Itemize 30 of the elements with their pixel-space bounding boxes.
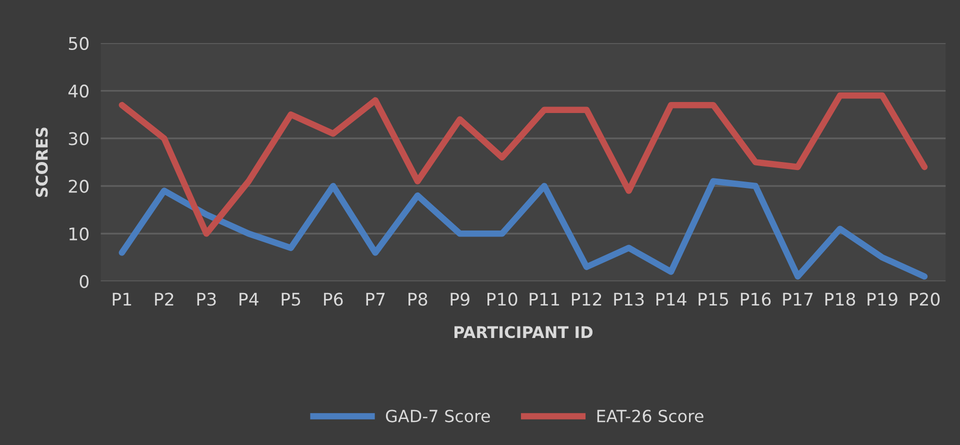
- legend-label: GAD-7 Score: [386, 410, 490, 422]
- y-tick-label: 10: [70, 227, 89, 240]
- y-tick-label: 20: [68, 180, 89, 193]
- x-tick-label: P7: [366, 292, 385, 306]
- x-tick-label: P13: [614, 292, 644, 306]
- x-tick-label: P15: [698, 292, 728, 306]
- x-tick-label: P14: [656, 292, 686, 306]
- x-tick-label: P16: [740, 292, 771, 306]
- x-tick-label: P20: [910, 292, 940, 306]
- x-axis-title: PARTICIPANT ID: [454, 326, 593, 338]
- x-tick-label: P1: [112, 292, 132, 306]
- y-tick-label: 30: [68, 132, 89, 146]
- legend-label: EAT-26 Score: [597, 410, 704, 422]
- x-tick-label: P17: [783, 292, 813, 306]
- y-tick-label: 50: [68, 36, 89, 50]
- x-tick-label: P6: [324, 292, 343, 306]
- y-tick-label: 40: [68, 84, 89, 98]
- x-tick-label: P3: [197, 292, 216, 306]
- x-tick-label: P8: [408, 292, 428, 306]
- y-tick-label: 0: [80, 274, 89, 288]
- x-tick-label: P2: [155, 292, 174, 306]
- x-tick-label: P10: [488, 292, 518, 306]
- x-tick-label: P19: [868, 292, 898, 306]
- y-axis-title: SCORES: [36, 128, 48, 197]
- x-tick-label: P9: [450, 292, 470, 306]
- x-tick-label: P11: [530, 292, 559, 306]
- x-tick-label: P18: [825, 292, 856, 306]
- x-tick-label: P5: [282, 292, 300, 306]
- x-tick-label: P12: [572, 292, 602, 306]
- x-tick-label: P4: [240, 292, 258, 306]
